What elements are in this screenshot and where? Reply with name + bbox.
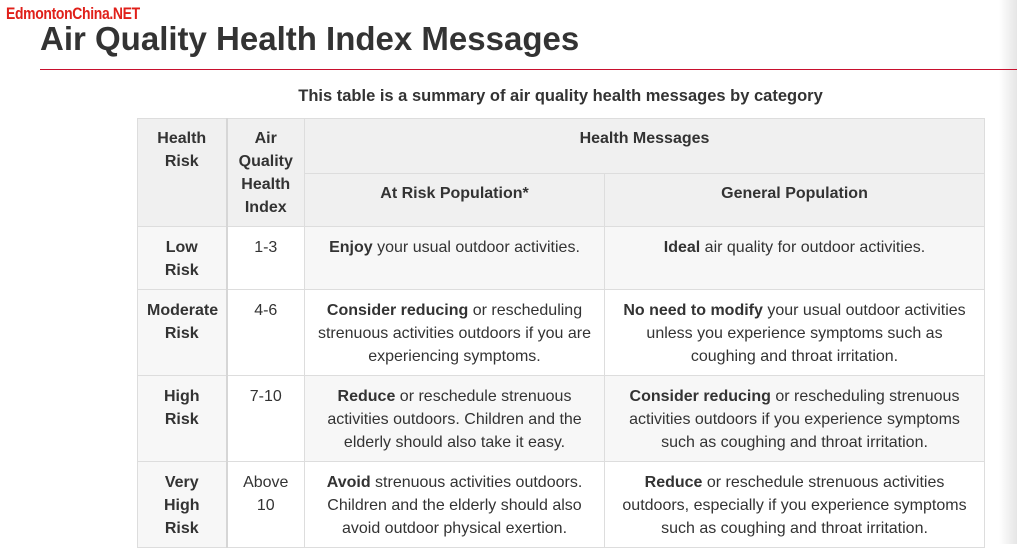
- risk-level-cell: Moderate Risk: [137, 289, 228, 376]
- table-caption: This table is a summary of air quality h…: [298, 87, 823, 105]
- at-risk-text: strenuous activities outdoors. Children …: [327, 474, 583, 537]
- risk-level-cell: Low Risk: [137, 226, 228, 290]
- general-emphasis: No need to modify: [623, 302, 763, 319]
- aqhi-index-cell: Above 10: [226, 461, 305, 548]
- aqhi-index-cell: 7-10: [226, 375, 305, 462]
- at-risk-text: or reschedule strenuous activities outdo…: [327, 388, 582, 451]
- general-emphasis: Consider reducing: [629, 388, 771, 405]
- page-edge-shadow: [999, 0, 1017, 544]
- general-text: or reschedule strenuous activities outdo…: [622, 474, 967, 537]
- header-health-messages: Health Messages: [304, 118, 985, 174]
- at-risk-emphasis: Consider reducing: [326, 302, 469, 319]
- aqhi-index-cell: 1-3: [226, 226, 305, 290]
- general-text: your usual outdoor activities unless you…: [646, 302, 966, 365]
- at-risk-emphasis: Avoid: [326, 474, 371, 491]
- header-general-population: General Population: [604, 172, 985, 227]
- table-row: High Risk 7-10 Reduce or reschedule stre…: [137, 375, 985, 462]
- risk-level-cell: Very High Risk: [137, 461, 228, 548]
- table-row: Very High Risk Above 10 Avoid strenuous …: [137, 461, 985, 548]
- at-risk-message-cell: Consider reducing or rescheduling strenu…: [304, 289, 605, 376]
- general-message-cell: Ideal air quality for outdoor activities…: [604, 226, 985, 290]
- general-message-cell: No need to modify your usual outdoor act…: [604, 289, 985, 376]
- general-emphasis: Ideal: [663, 239, 701, 256]
- general-emphasis: Reduce: [644, 474, 703, 491]
- table-row: Moderate Risk 4-6 Consider reducing or r…: [137, 289, 985, 376]
- general-text: air quality for outdoor activities.: [700, 239, 926, 256]
- page-title: Air Quality Health Index Messages: [40, 20, 580, 57]
- at-risk-text: your usual outdoor activities.: [372, 239, 580, 256]
- header-aqhi: Air Quality Health Index: [226, 118, 305, 227]
- aqhi-messages-table: Health Risk Air Quality Health Index Hea…: [137, 118, 985, 548]
- header-health-risk: Health Risk: [137, 118, 228, 227]
- at-risk-text: or rescheduling strenuous activities out…: [317, 302, 592, 365]
- table-row: Low Risk 1-3 Enjoy your usual outdoor ac…: [137, 226, 985, 290]
- at-risk-emphasis: Enjoy: [329, 239, 373, 256]
- at-risk-message-cell: Reduce or reschedule strenuous activitie…: [304, 375, 605, 462]
- at-risk-message-cell: Avoid strenuous activities outdoors. Chi…: [304, 461, 605, 548]
- risk-level-cell: High Risk: [137, 375, 228, 462]
- site-watermark: EdmontonChina.NET: [6, 4, 140, 23]
- general-text: or rescheduling strenuous activities out…: [629, 388, 960, 451]
- general-message-cell: Consider reducing or rescheduling strenu…: [604, 375, 985, 462]
- header-at-risk-population: At Risk Population*: [304, 172, 605, 227]
- at-risk-emphasis: Reduce: [337, 388, 396, 405]
- at-risk-message-cell: Enjoy your usual outdoor activities.: [304, 226, 605, 290]
- aqhi-index-cell: 4-6: [226, 289, 305, 376]
- general-message-cell: Reduce or reschedule strenuous activitie…: [604, 461, 985, 548]
- title-divider: [40, 69, 1017, 70]
